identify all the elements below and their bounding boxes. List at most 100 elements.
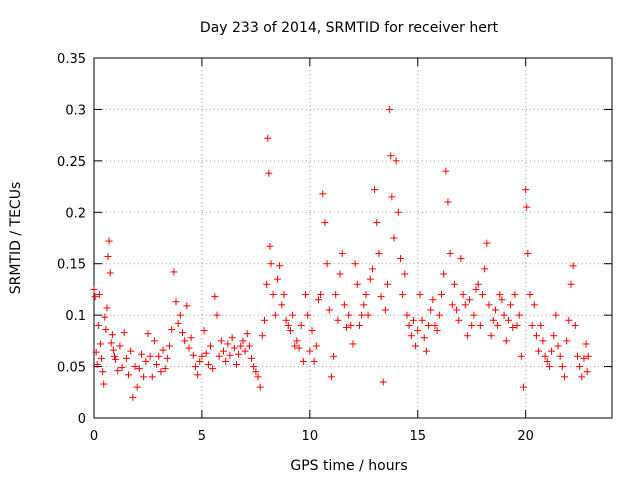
data-point [278,301,286,309]
data-point [232,361,240,369]
y-tick-label: 0.1 [65,309,86,324]
data-point [440,270,448,278]
data-point [96,340,104,348]
data-point [571,321,579,329]
data-point [191,363,199,371]
data-point [332,291,340,299]
data-point [584,352,592,360]
data-point [573,352,581,360]
data-point [543,357,551,365]
data-point [387,152,395,160]
data-point [425,321,433,329]
y-tick-label: 0.2 [65,206,86,221]
data-point [163,354,171,362]
data-point [269,291,277,299]
data-point [93,361,101,369]
data-point [317,291,325,299]
data-point [194,371,202,379]
data-point [118,364,126,372]
data-point [224,340,232,348]
data-point [358,311,366,319]
data-point [407,332,415,340]
x-tick-label: 5 [198,429,206,444]
data-point [472,285,480,293]
data-point [340,301,348,309]
data-point [265,169,273,177]
x-tick-label: 15 [409,429,426,444]
data-point [351,260,359,268]
data-point [470,311,478,319]
data-point [314,296,322,304]
data-point [435,311,443,319]
data-point [381,306,389,314]
data-point [101,313,109,321]
data-point [481,265,489,273]
data-point [353,280,361,288]
data-point [463,332,471,340]
data-point [172,298,180,306]
data-point [433,327,441,335]
data-point [532,332,540,340]
data-point [273,275,281,283]
data-point [90,285,98,293]
data-point [112,355,120,363]
data-point [291,342,299,350]
data-point [362,291,370,299]
data-point [125,371,133,379]
axis-ticks: 0 0.05 0.1 0.15 0.2 0.25 0.3 0.35 0 5 10 15 20 [57,52,612,444]
data-point [100,380,108,388]
data-point [330,352,338,360]
y-tick-label: 0.15 [57,258,86,273]
data-point [297,321,305,329]
data-point [189,351,197,359]
data-point [321,219,329,227]
data-point [379,378,387,386]
data-point [526,291,534,299]
data-point [220,347,227,355]
data-point [541,352,549,360]
data-point [161,365,169,373]
data-point [392,157,400,165]
data-point [310,357,318,365]
y-tick-label: 0.3 [65,103,86,118]
data-point [166,342,174,350]
data-point [343,323,351,331]
data-point [211,293,219,301]
data-point [457,255,465,263]
data-point [133,383,141,391]
y-tick-label: 0 [78,412,86,427]
data-point [561,373,569,381]
data-point [299,357,307,365]
data-point [254,373,262,381]
data-point [284,321,292,329]
data-point [431,321,439,329]
y-tick-label: 0.05 [57,361,86,376]
data-point [522,186,530,194]
data-point [511,291,519,299]
data-point [226,351,234,359]
data-point [539,337,547,345]
data-point [523,203,531,211]
data-point [295,344,303,352]
data-point [507,301,515,309]
data-point [399,291,407,299]
data-point [183,302,191,310]
data-point [207,342,215,350]
y-tick-label: 0.25 [57,155,86,170]
data-point [450,280,458,288]
data-point [106,269,114,277]
data-point [418,316,426,324]
data-point [494,321,502,329]
data-point [334,316,342,324]
data-point [394,208,402,216]
data-point [355,321,363,329]
data-point [104,253,112,261]
data-point [103,304,111,312]
data-point [170,268,178,276]
data-point [99,368,107,376]
data-point [140,373,148,381]
data-point [556,352,564,360]
data-point [461,301,469,309]
data-point [91,293,99,301]
